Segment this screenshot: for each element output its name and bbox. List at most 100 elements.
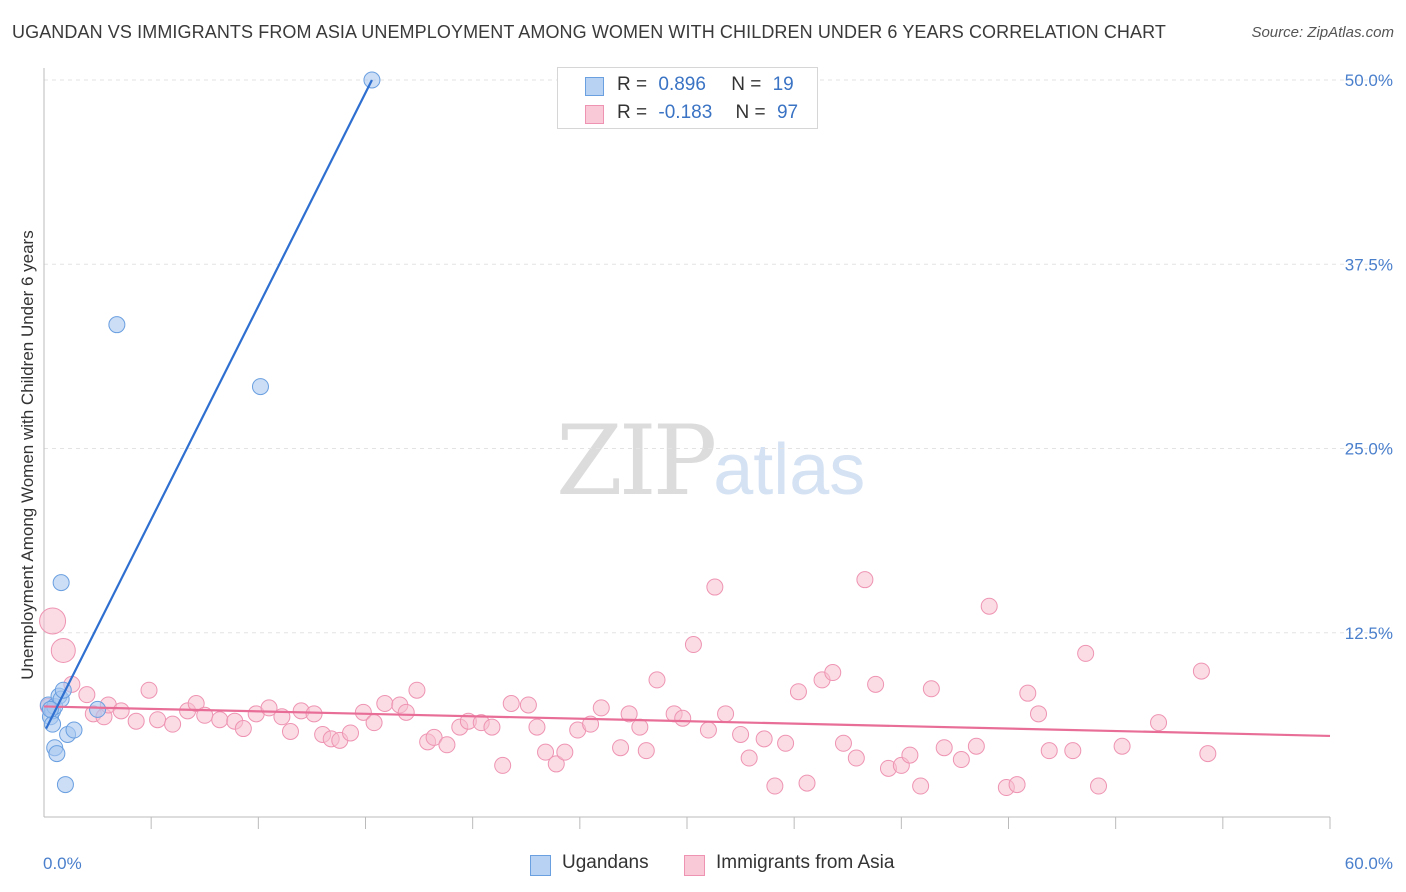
asia-point <box>717 705 735 723</box>
asia-point <box>631 718 649 736</box>
asia-point <box>766 777 784 795</box>
asia-point <box>50 637 76 663</box>
asia-point <box>952 751 970 769</box>
asia-point <box>967 737 985 755</box>
y-tick-label: 25.0% <box>1345 440 1393 459</box>
asia-point <box>483 718 501 736</box>
asia-point <box>547 755 565 773</box>
asia-point <box>376 695 394 713</box>
asia-point <box>592 699 610 717</box>
legend-row-ugandans: R = 0.896 N = 19 <box>617 74 794 96</box>
ugandan-point <box>89 700 107 718</box>
asia-point <box>740 749 758 767</box>
x-tick-label: 0.0% <box>43 854 82 873</box>
asia-point <box>164 715 182 733</box>
legend-swatch-asia <box>585 105 604 124</box>
ugandan-point <box>44 715 62 733</box>
legend-swatch-ugandans <box>585 77 604 96</box>
asia-point <box>365 714 383 732</box>
asia-point <box>1090 777 1108 795</box>
ugandan-point <box>56 776 74 794</box>
legend-n-value: 19 <box>772 74 794 95</box>
asia-point <box>149 711 167 729</box>
asia-point <box>502 695 520 713</box>
chart-title: UGANDAN VS IMMIGRANTS FROM ASIA UNEMPLOY… <box>12 22 1166 42</box>
asia-point <box>732 725 750 743</box>
ugandan-point <box>65 721 83 739</box>
asia-point <box>281 723 299 741</box>
asia-point <box>755 730 773 748</box>
legend-row-asia: R = -0.183 N = 97 <box>617 102 798 124</box>
legend-r-label: R = <box>617 102 648 123</box>
asia-point <box>706 578 724 596</box>
asia-point <box>1192 662 1210 680</box>
asia-point <box>980 597 998 615</box>
asia-point <box>935 739 953 757</box>
asia-point <box>901 746 919 764</box>
ugandan-point <box>48 745 66 763</box>
watermark: ZIPatlas <box>556 405 865 517</box>
asia-point <box>1040 742 1058 760</box>
asia-point <box>1113 737 1131 755</box>
watermark-atlas: atlas <box>713 430 866 510</box>
legend-r-value: 0.896 <box>658 74 706 95</box>
y-tick-label: 37.5% <box>1345 255 1393 274</box>
asia-point <box>211 711 229 729</box>
asia-point <box>354 703 372 721</box>
bottom-legend-asia: Immigrants from Asia <box>716 852 895 873</box>
asia-point <box>140 681 158 699</box>
asia-point <box>620 705 638 723</box>
ugandan-point <box>52 574 70 592</box>
asia-point <box>1019 684 1037 702</box>
stats-legend: R = 0.896 N = 19 R = -0.183 N = 97 <box>557 67 818 129</box>
asia-point <box>847 749 865 767</box>
asia-point <box>684 636 702 654</box>
asia-point <box>612 739 630 757</box>
asia-point <box>341 724 359 742</box>
asia-point <box>648 671 666 689</box>
asia-point <box>494 756 512 774</box>
asia-point <box>528 718 546 736</box>
asia-point <box>438 736 456 754</box>
asia-point <box>674 709 692 727</box>
chart-source: Source: ZipAtlas.com <box>1251 24 1394 41</box>
bottom-legend-swatch-ugandans <box>530 855 551 876</box>
asia-point <box>1077 644 1095 662</box>
asia-point <box>112 702 130 720</box>
asia-point <box>856 571 874 589</box>
legend-r-value: -0.183 <box>658 102 713 123</box>
asia-point <box>922 680 940 698</box>
ugandan-trend-line <box>45 79 373 730</box>
asia-trend-line <box>43 705 1331 738</box>
watermark-zip: ZIP <box>556 405 717 517</box>
asia-point <box>1150 714 1168 732</box>
asia-point <box>397 703 415 721</box>
asia-point <box>867 675 885 693</box>
asia-point <box>637 742 655 760</box>
y-tick-label: 12.5% <box>1345 624 1393 643</box>
asia-point <box>39 607 67 635</box>
asia-point <box>78 686 96 704</box>
asia-point <box>1030 705 1048 723</box>
asia-point <box>912 777 930 795</box>
ugandan-point <box>251 378 269 396</box>
y-tick-label: 50.0% <box>1345 71 1393 90</box>
asia-point <box>789 683 807 701</box>
legend-r-label: R = <box>617 74 648 95</box>
asia-point <box>1064 742 1082 760</box>
legend-n-label: N = <box>735 102 766 123</box>
asia-point <box>824 664 842 682</box>
legend-n-value: 97 <box>776 102 799 123</box>
asia-point <box>777 734 795 752</box>
asia-point <box>798 774 816 792</box>
asia-point <box>1008 776 1026 794</box>
legend-n-label: N = <box>731 74 762 95</box>
ugandan-point <box>108 316 126 334</box>
asia-point <box>408 681 426 699</box>
bottom-legend-ugandans: Ugandans <box>562 852 649 873</box>
asia-point <box>1199 745 1217 763</box>
asia-point <box>234 720 252 738</box>
bottom-legend-swatch-asia <box>684 855 705 876</box>
asia-point <box>556 743 574 761</box>
